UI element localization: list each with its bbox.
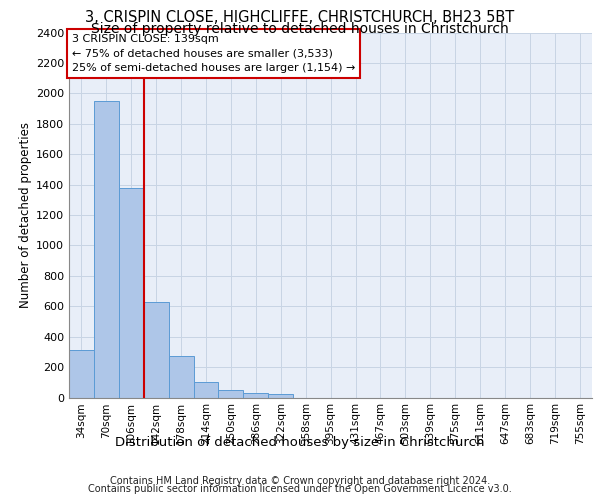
Bar <box>144 302 169 398</box>
Text: Contains public sector information licensed under the Open Government Licence v3: Contains public sector information licen… <box>88 484 512 494</box>
Text: Distribution of detached houses by size in Christchurch: Distribution of detached houses by size … <box>115 436 485 449</box>
Y-axis label: Number of detached properties: Number of detached properties <box>19 122 32 308</box>
Bar <box>268 394 293 398</box>
Text: Contains HM Land Registry data © Crown copyright and database right 2024.: Contains HM Land Registry data © Crown c… <box>110 476 490 486</box>
Text: 3, CRISPIN CLOSE, HIGHCLIFFE, CHRISTCHURCH, BH23 5BT: 3, CRISPIN CLOSE, HIGHCLIFFE, CHRISTCHUR… <box>85 10 515 25</box>
Bar <box>69 350 94 398</box>
Bar <box>244 392 268 398</box>
Text: Size of property relative to detached houses in Christchurch: Size of property relative to detached ho… <box>91 22 509 36</box>
Text: 3 CRISPIN CLOSE: 139sqm
← 75% of detached houses are smaller (3,533)
25% of semi: 3 CRISPIN CLOSE: 139sqm ← 75% of detache… <box>71 34 355 73</box>
Bar <box>94 101 119 398</box>
Bar <box>218 390 244 398</box>
Bar <box>194 382 218 398</box>
Bar <box>119 188 144 398</box>
Bar <box>169 356 194 398</box>
